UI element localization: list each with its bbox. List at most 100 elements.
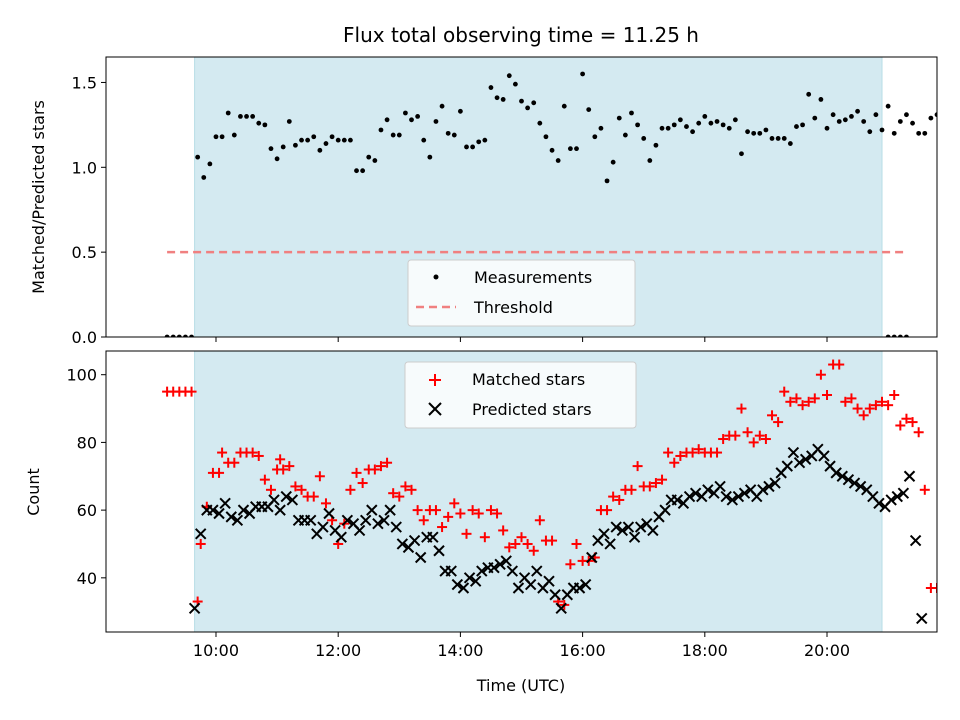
measurement-point [702,113,708,119]
matched-star-point [314,471,325,482]
measurement-point [274,156,280,162]
matched-star-point [351,467,362,478]
top-axes-frame [105,56,938,338]
measurement-point [476,139,482,145]
predicted-star-point [469,575,482,587]
measurement-point [390,132,396,138]
measurement-point [891,130,897,136]
predicted-star-point [555,602,567,615]
x-tick-label: 12:00 [315,641,361,660]
predicted-star-point [512,582,525,594]
predicted-star-point [286,494,299,506]
predicted-star-point [818,450,830,462]
matched-star-point [467,505,478,516]
matched-star-point [889,390,900,401]
matched-star-point [345,484,356,495]
top-y-tick-label: 1.5 [72,73,97,92]
measurement-point [861,119,867,124]
predicted-star-point [579,578,592,591]
top-chart-title: Flux total observing time = 11.25 h [343,23,699,47]
measurement-point [641,136,647,141]
matched-star-point [815,369,826,380]
matched-star-point [275,454,286,465]
matched-star-point [791,393,802,404]
matched-star-point [479,532,490,543]
measurement-point [512,81,518,87]
matched-star-point [492,508,503,519]
predicted-star-point [897,487,910,499]
measurement-point [653,142,659,148]
measurement-point [763,127,769,133]
matched-star-point [400,481,411,492]
measurement-point [286,119,292,124]
top-panel: 0.0 0.5 1.0 1.5 [72,56,938,347]
measurement-point [256,120,262,126]
predicted-star-point [720,490,732,503]
measurement-point [677,117,683,123]
matched-star-point [369,464,380,475]
matched-star-point [632,461,643,472]
matched-star-point [485,505,496,516]
predicted-star-point [647,524,659,537]
predicted-star-point [769,477,781,489]
predicted-star-point [531,565,543,577]
matched-star-point [883,400,894,411]
measurement-point [329,134,335,140]
predicted-star-point [213,507,225,520]
measurement-point [604,178,610,184]
measurement-point [787,141,793,146]
matched-star-point [834,359,845,370]
predicted-star-point [598,528,610,540]
matched-star-point [522,538,533,549]
measurement-point [555,158,561,163]
matched-star-point [498,525,509,536]
predicted-star-point [604,538,616,550]
matched-star-point [608,491,619,502]
predicted-star-point [335,531,347,543]
matched-star-point [669,457,680,468]
measurement-point [873,112,879,118]
predicted-star-point [524,578,537,591]
matched-star-point [229,457,240,468]
measurement-point [354,168,359,174]
measurement-point [775,136,781,141]
measurement-point [537,120,543,126]
bottom-y-tick-label: 60 [77,501,97,520]
matched-star-point [919,484,930,495]
measurement-point [751,130,757,136]
matched-star-point [675,450,686,461]
measurement-point [665,125,671,131]
matched-star-point [663,447,674,458]
predicted-star-point [616,524,629,537]
predicted-star-point [384,504,396,516]
predicted-star-point [873,497,885,510]
matched-star-point [895,420,906,431]
matched-star-point [214,467,225,478]
top-y-tick-label: 1.0 [72,158,97,177]
matched-star-point [644,481,655,492]
measurement-point [739,151,744,157]
matched-star-point [864,403,875,414]
predicted-star-point [909,534,922,547]
measurement-point [836,119,842,124]
bottom-y-tick-label: 100 [66,366,97,385]
predicted-star-point [396,538,409,550]
matched-star-point [195,538,206,549]
predicted-star-point [903,470,916,482]
predicted-star-point [372,517,384,530]
measurement-point [586,107,592,113]
matched-star-point [320,498,331,509]
measurement-point [885,334,891,337]
measurement-point [904,112,909,118]
measurement-point [525,105,531,111]
matched-star-point [547,535,558,546]
measurement-point [189,334,194,337]
measurement-point [659,125,665,131]
bottom-y-tick-label: 80 [77,433,97,452]
predicted-star-point [836,470,848,482]
measurement-point [910,120,915,126]
measurement-point [299,137,304,143]
predicted-star-point [188,602,201,615]
measurement-point [916,130,922,136]
